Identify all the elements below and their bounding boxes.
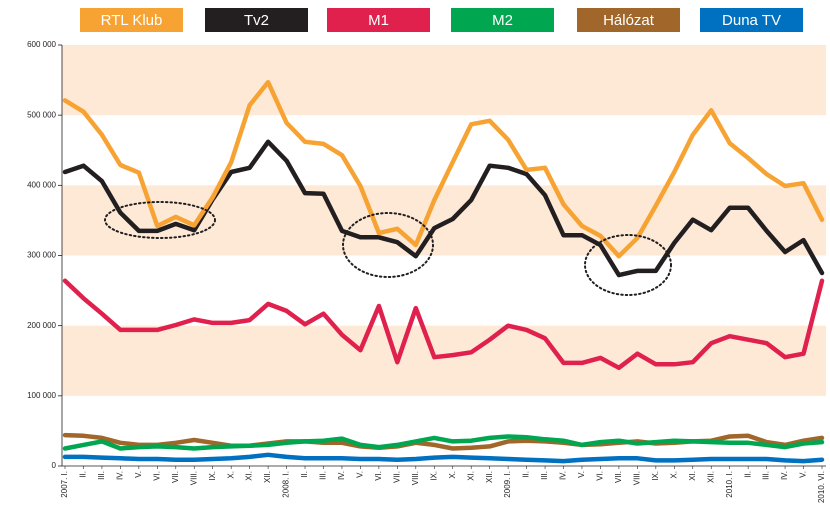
legend-swatch <box>577 8 680 32</box>
x-tick-label: IX. <box>651 471 660 481</box>
x-tick-label: IV. <box>559 471 568 480</box>
x-tick-label: IV. <box>115 471 124 480</box>
y-tick-label: 300 000 <box>27 251 56 260</box>
x-tick-label: VI. <box>152 471 161 481</box>
x-tick-label: X. <box>226 471 235 479</box>
highlight-ellipse <box>342 212 434 278</box>
x-tick-label: XII. <box>706 471 715 483</box>
band <box>62 325 826 396</box>
x-tick-label: VI. <box>596 471 605 481</box>
band <box>62 45 826 116</box>
legend-label: Duna TV <box>722 12 781 29</box>
legend-swatch <box>451 8 554 32</box>
x-tick-label: IX. <box>429 471 438 481</box>
legend-swatch <box>205 8 308 32</box>
band <box>62 185 826 256</box>
lines <box>62 79 825 464</box>
series-line <box>62 452 825 464</box>
x-tick-label: VIII. <box>411 471 420 485</box>
x-tick-label: V. <box>134 471 143 478</box>
x-tick-label: V. <box>577 471 586 478</box>
x-tick-label: IV. <box>780 471 789 480</box>
x-tick-label: 2009. I. <box>503 471 512 498</box>
axis: 0 100 000 200 000 300 000 400 000 500 000 600 … <box>27 40 826 503</box>
legend-label: Hálózat <box>603 12 655 29</box>
x-tick-label: II. <box>743 471 752 478</box>
y-tick-label: 600 000 <box>27 40 56 49</box>
series-line <box>62 434 825 451</box>
x-tick-label: IX. <box>208 471 217 481</box>
x-tick-label: V. <box>799 471 808 478</box>
x-tick-label: II. <box>79 471 88 478</box>
series-line <box>62 79 825 259</box>
y-tick-label: 0 <box>52 461 57 470</box>
legend-label: M1 <box>368 12 389 29</box>
legend: RTL Klub Tv2 M1 M2 Hálózat Duna TV <box>80 8 803 32</box>
x-tick-label: VII. <box>614 471 623 483</box>
x-tick-label: III. <box>762 471 771 480</box>
legend-label: Tv2 <box>244 12 269 29</box>
legend-swatch <box>80 8 183 32</box>
x-tick-label: XII. <box>263 471 272 483</box>
y-tick-label: 100 000 <box>27 391 56 400</box>
y-tick-label: 200 000 <box>27 321 56 330</box>
x-tick-label: 2010. I. <box>725 471 734 498</box>
highlight-ellipse <box>584 234 672 296</box>
legend-label: M2 <box>492 12 513 29</box>
x-tick-label: V. <box>356 471 365 478</box>
legend-swatch <box>327 8 430 32</box>
x-tick-label: XI. <box>245 471 254 481</box>
x-tick-label: 2010. VI. <box>817 471 826 503</box>
series-line <box>62 278 825 371</box>
x-tick-label: XII. <box>485 471 494 483</box>
legend-label: RTL Klub <box>101 12 163 29</box>
x-tick-label: III. <box>97 471 106 480</box>
x-tick-label: IV. <box>337 471 346 480</box>
legend-swatch <box>700 8 803 32</box>
highlight-ellipse <box>104 201 216 239</box>
y-tick-label: 400 000 <box>27 180 56 189</box>
x-tick-label: VII. <box>392 471 401 483</box>
bands <box>62 45 826 396</box>
x-tick-label: VI. <box>374 471 383 481</box>
x-tick-label: III. <box>319 471 328 480</box>
x-tick-label: XI. <box>466 471 475 481</box>
x-tick-label: III. <box>540 471 549 480</box>
x-tick-label: II. <box>300 471 309 478</box>
x-tick-label: VIII. <box>189 471 198 485</box>
x-tick-label: VIII. <box>632 471 641 485</box>
x-tick-label: II. <box>522 471 531 478</box>
x-tick-label: 2008. I. <box>282 471 291 498</box>
x-tick-label: X. <box>448 471 457 479</box>
x-tick-label: VII. <box>171 471 180 483</box>
series-line <box>62 139 825 278</box>
y-tick-label: 500 000 <box>27 110 56 119</box>
x-tick-label: 2007. I. <box>60 471 69 498</box>
x-tick-label: XI. <box>688 471 697 481</box>
annotations <box>104 201 672 296</box>
x-tick-label: X. <box>669 471 678 479</box>
